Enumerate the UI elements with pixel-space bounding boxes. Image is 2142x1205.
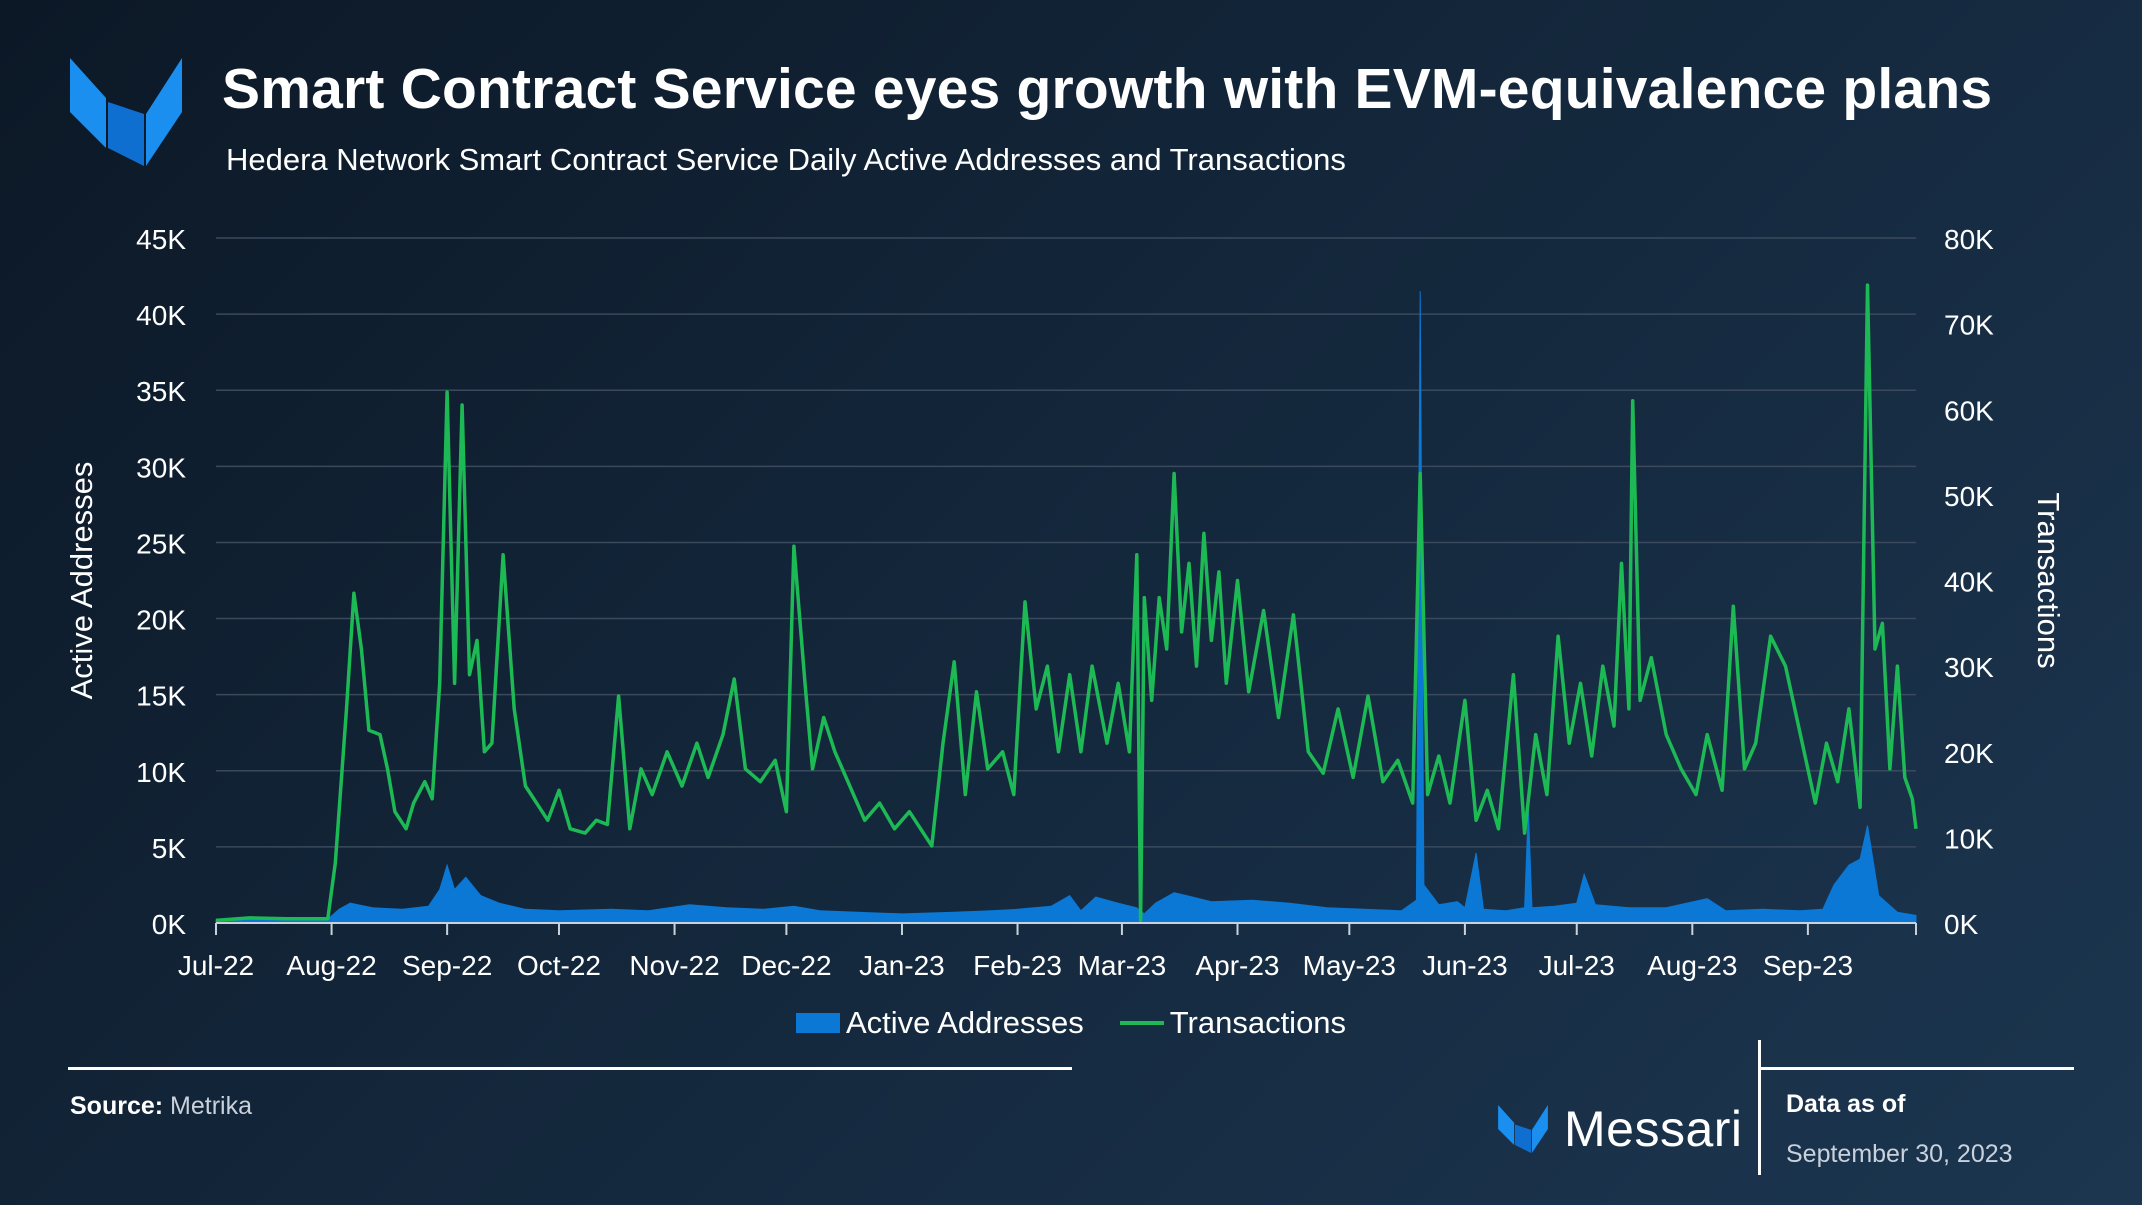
x-tick-label: Feb-23 (973, 950, 1062, 981)
y-left-axis-title: Active Addresses (64, 462, 99, 700)
y-right-tick-label: 30K (1944, 652, 1994, 683)
y-right-tick-label: 0K (1944, 909, 1979, 940)
x-tick-label: Jul-22 (178, 950, 254, 981)
x-tick-label: Sep-23 (1763, 950, 1853, 981)
x-tick-label: Jan-23 (859, 950, 945, 981)
legend-label-active-addresses: Active Addresses (845, 1005, 1084, 1040)
y-left-tick-label: 20K (136, 605, 186, 636)
x-tick-label: Aug-23 (1647, 950, 1737, 981)
y-right-tick-label: 80K (1944, 224, 1994, 255)
y-right-tick-label: 40K (1944, 567, 1994, 598)
y-right-axis-title: Transactions (2031, 492, 2066, 668)
messari-logo-icon (70, 58, 182, 166)
y-right-tick-label: 20K (1944, 738, 1994, 769)
active-addresses-series (215, 291, 1917, 924)
active-addresses-area (215, 291, 1917, 924)
y-left-tick-label: 5K (152, 833, 187, 864)
x-tick-label: Jun-23 (1422, 950, 1508, 981)
x-tick-label: Dec-22 (741, 950, 831, 981)
chart-subtitle: Hedera Network Smart Contract Service Da… (226, 142, 1346, 177)
y-right-tick-label: 50K (1944, 481, 1994, 512)
chart-title: Smart Contract Service eyes growth with … (222, 57, 1993, 121)
axes: 0K 5K 10K 15K 20K 25K 30K 35K 40K 45K 0K 10K 20K 30K 4… (64, 224, 2066, 981)
source-label: Source: (70, 1092, 164, 1120)
y-right-tick-label: 60K (1944, 395, 1994, 426)
y-right-tick-label: 10K (1944, 823, 1994, 854)
y-left-tick-label: 40K (136, 300, 186, 331)
x-tick-label: Jul-23 (1539, 950, 1615, 981)
legend-item-transactions: Transactions (1119, 1005, 1347, 1041)
y-left-tick-label: 25K (136, 528, 186, 559)
y-left-tick-label: 45K (136, 224, 186, 255)
x-tick-label: Sep-22 (402, 950, 492, 981)
x-tick-label: Nov-22 (629, 950, 719, 981)
x-tick-label: May-23 (1303, 950, 1396, 981)
y-left-tick-label: 0K (152, 909, 187, 940)
gridlines (216, 237, 1916, 924)
footer-divider-right (1758, 1067, 2074, 1070)
legend-label-transactions: Transactions (1169, 1005, 1347, 1040)
messari-brand-icon (1498, 1105, 1548, 1153)
y-left-tick-label: 10K (136, 757, 186, 788)
x-tick-label: Mar-23 (1078, 950, 1167, 981)
transactions-line (215, 283, 1918, 923)
x-tick-label: Apr-23 (1195, 950, 1279, 981)
x-tick-label: Aug-22 (286, 950, 376, 981)
source-value: Metrika (170, 1092, 253, 1120)
y-left-tick-label: 15K (136, 681, 186, 712)
brand: Messari (1498, 1100, 1743, 1158)
y-left-tick-label: 35K (136, 376, 186, 407)
data-as-of-date: September 30, 2023 (1786, 1140, 2013, 1168)
source-note: Source: Metrika (70, 1092, 252, 1121)
legend-item-active-addresses: Active Addresses (795, 1005, 1084, 1041)
legend-swatch-transactions (1119, 1021, 1164, 1025)
footer-vertical-divider (1758, 1040, 1761, 1175)
data-as-of-label: Data as of (1786, 1090, 1906, 1118)
transactions-series (215, 283, 1918, 923)
legend: Active Addresses Transactions (0, 1005, 2142, 1041)
footer-divider (68, 1067, 1072, 1070)
brand-name: Messari (1564, 1101, 1743, 1157)
y-right-tick-label: 70K (1944, 310, 1994, 341)
y-left-tick-label: 30K (136, 452, 186, 483)
x-tick-label: Oct-22 (517, 950, 601, 981)
legend-swatch-active-addresses (795, 1013, 840, 1033)
